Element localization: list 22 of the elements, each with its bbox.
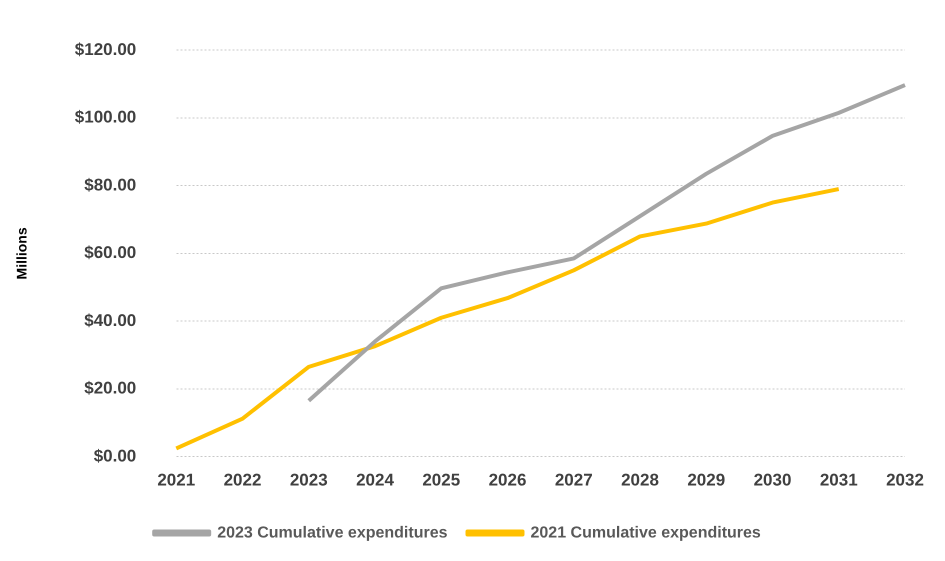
x-tick-label: 2025 bbox=[422, 470, 460, 490]
y-tick-label: $100.00 bbox=[74, 108, 136, 127]
legend-label: 2021 Cumulative expenditures bbox=[530, 524, 761, 542]
x-tick-label: 2032 bbox=[886, 470, 924, 490]
x-tick-label: 2030 bbox=[754, 470, 792, 490]
y-tick-label: $60.00 bbox=[84, 243, 136, 262]
x-tick-label: 2023 bbox=[290, 470, 328, 490]
x-tick-label: 2027 bbox=[554, 470, 593, 490]
x-tick-label: 2024 bbox=[356, 470, 394, 490]
y-tick-label: $80.00 bbox=[84, 175, 136, 194]
x-tick-label: 2029 bbox=[687, 470, 726, 490]
y-tick-label: $20.00 bbox=[84, 378, 136, 398]
x-tick-label: 2026 bbox=[488, 470, 526, 490]
y-axis-title: Millions bbox=[13, 227, 30, 280]
x-tick-label: 2031 bbox=[820, 470, 858, 490]
x-tick-label: 2028 bbox=[621, 470, 659, 490]
y-tick-label: $120.00 bbox=[74, 40, 136, 59]
x-tick-label: 2022 bbox=[224, 470, 262, 490]
y-tick-label: $0.00 bbox=[94, 446, 136, 466]
x-tick-label: 2021 bbox=[157, 470, 196, 490]
y-tick-label: $40.00 bbox=[84, 310, 136, 330]
legend-label: 2023 Cumulative expenditures bbox=[217, 524, 448, 542]
